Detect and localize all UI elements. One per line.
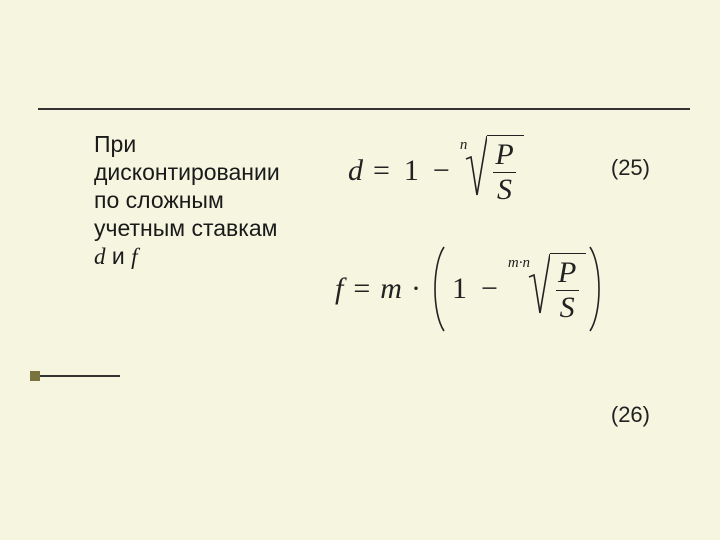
desc-line1: При: [94, 131, 136, 157]
desc-conj: и: [106, 243, 132, 269]
divider-top: [38, 108, 690, 110]
equation-25: d = 1 − n P S: [348, 135, 524, 207]
eq26-fraction: P S: [554, 258, 580, 323]
eq25-radicand: P S: [487, 135, 523, 207]
equation-25-number: (25): [611, 155, 650, 181]
eq26-radicand: P S: [550, 253, 586, 325]
eq25-one: 1: [400, 154, 423, 188]
eq25-root: n P S: [460, 135, 524, 207]
desc-var-d: d: [94, 244, 106, 269]
desc-line2: дисконтировании: [94, 159, 280, 185]
eq26-root-index: m·n: [508, 255, 530, 272]
eq25-frac-num: P: [491, 140, 517, 172]
eq26-minus: −: [477, 272, 502, 306]
eq25-frac-den: S: [493, 172, 516, 205]
desc-var-f: f: [131, 244, 137, 269]
equation-26: f = m · 1 − m·n: [335, 245, 604, 333]
desc-line4: учетным ставкам: [94, 215, 277, 241]
divider-short: [40, 375, 120, 377]
accent-square: [30, 371, 40, 381]
eq26-paren-inner: 1 − m·n P S: [446, 245, 588, 333]
left-paren-icon: [430, 245, 446, 333]
desc-line3: по сложным: [94, 187, 224, 213]
equation-26-number: (26): [611, 402, 650, 428]
eq26-m: m: [380, 272, 402, 306]
eq25-fraction: P S: [491, 140, 517, 205]
radical-sign-icon: [465, 135, 487, 207]
eq26-paren: 1 − m·n P S: [430, 245, 604, 333]
eq26-frac-num: P: [554, 258, 580, 290]
eq26-root: m·n P S: [508, 253, 586, 325]
eq26-lhs: f: [335, 272, 343, 306]
eq26-one: 1: [448, 272, 471, 306]
description-text: При дисконтировании по сложным учетным с…: [94, 130, 324, 271]
eq26-equals: =: [349, 272, 374, 306]
slide: При дисконтировании по сложным учетным с…: [0, 0, 720, 540]
eq25-minus: −: [429, 154, 454, 188]
eq26-frac-den: S: [556, 290, 579, 323]
eq25-equals: =: [369, 154, 394, 188]
eq26-dot: ·: [408, 272, 424, 306]
eq25-lhs: d: [348, 154, 363, 188]
right-paren-icon: [588, 245, 604, 333]
radical-sign-icon: [528, 253, 550, 325]
